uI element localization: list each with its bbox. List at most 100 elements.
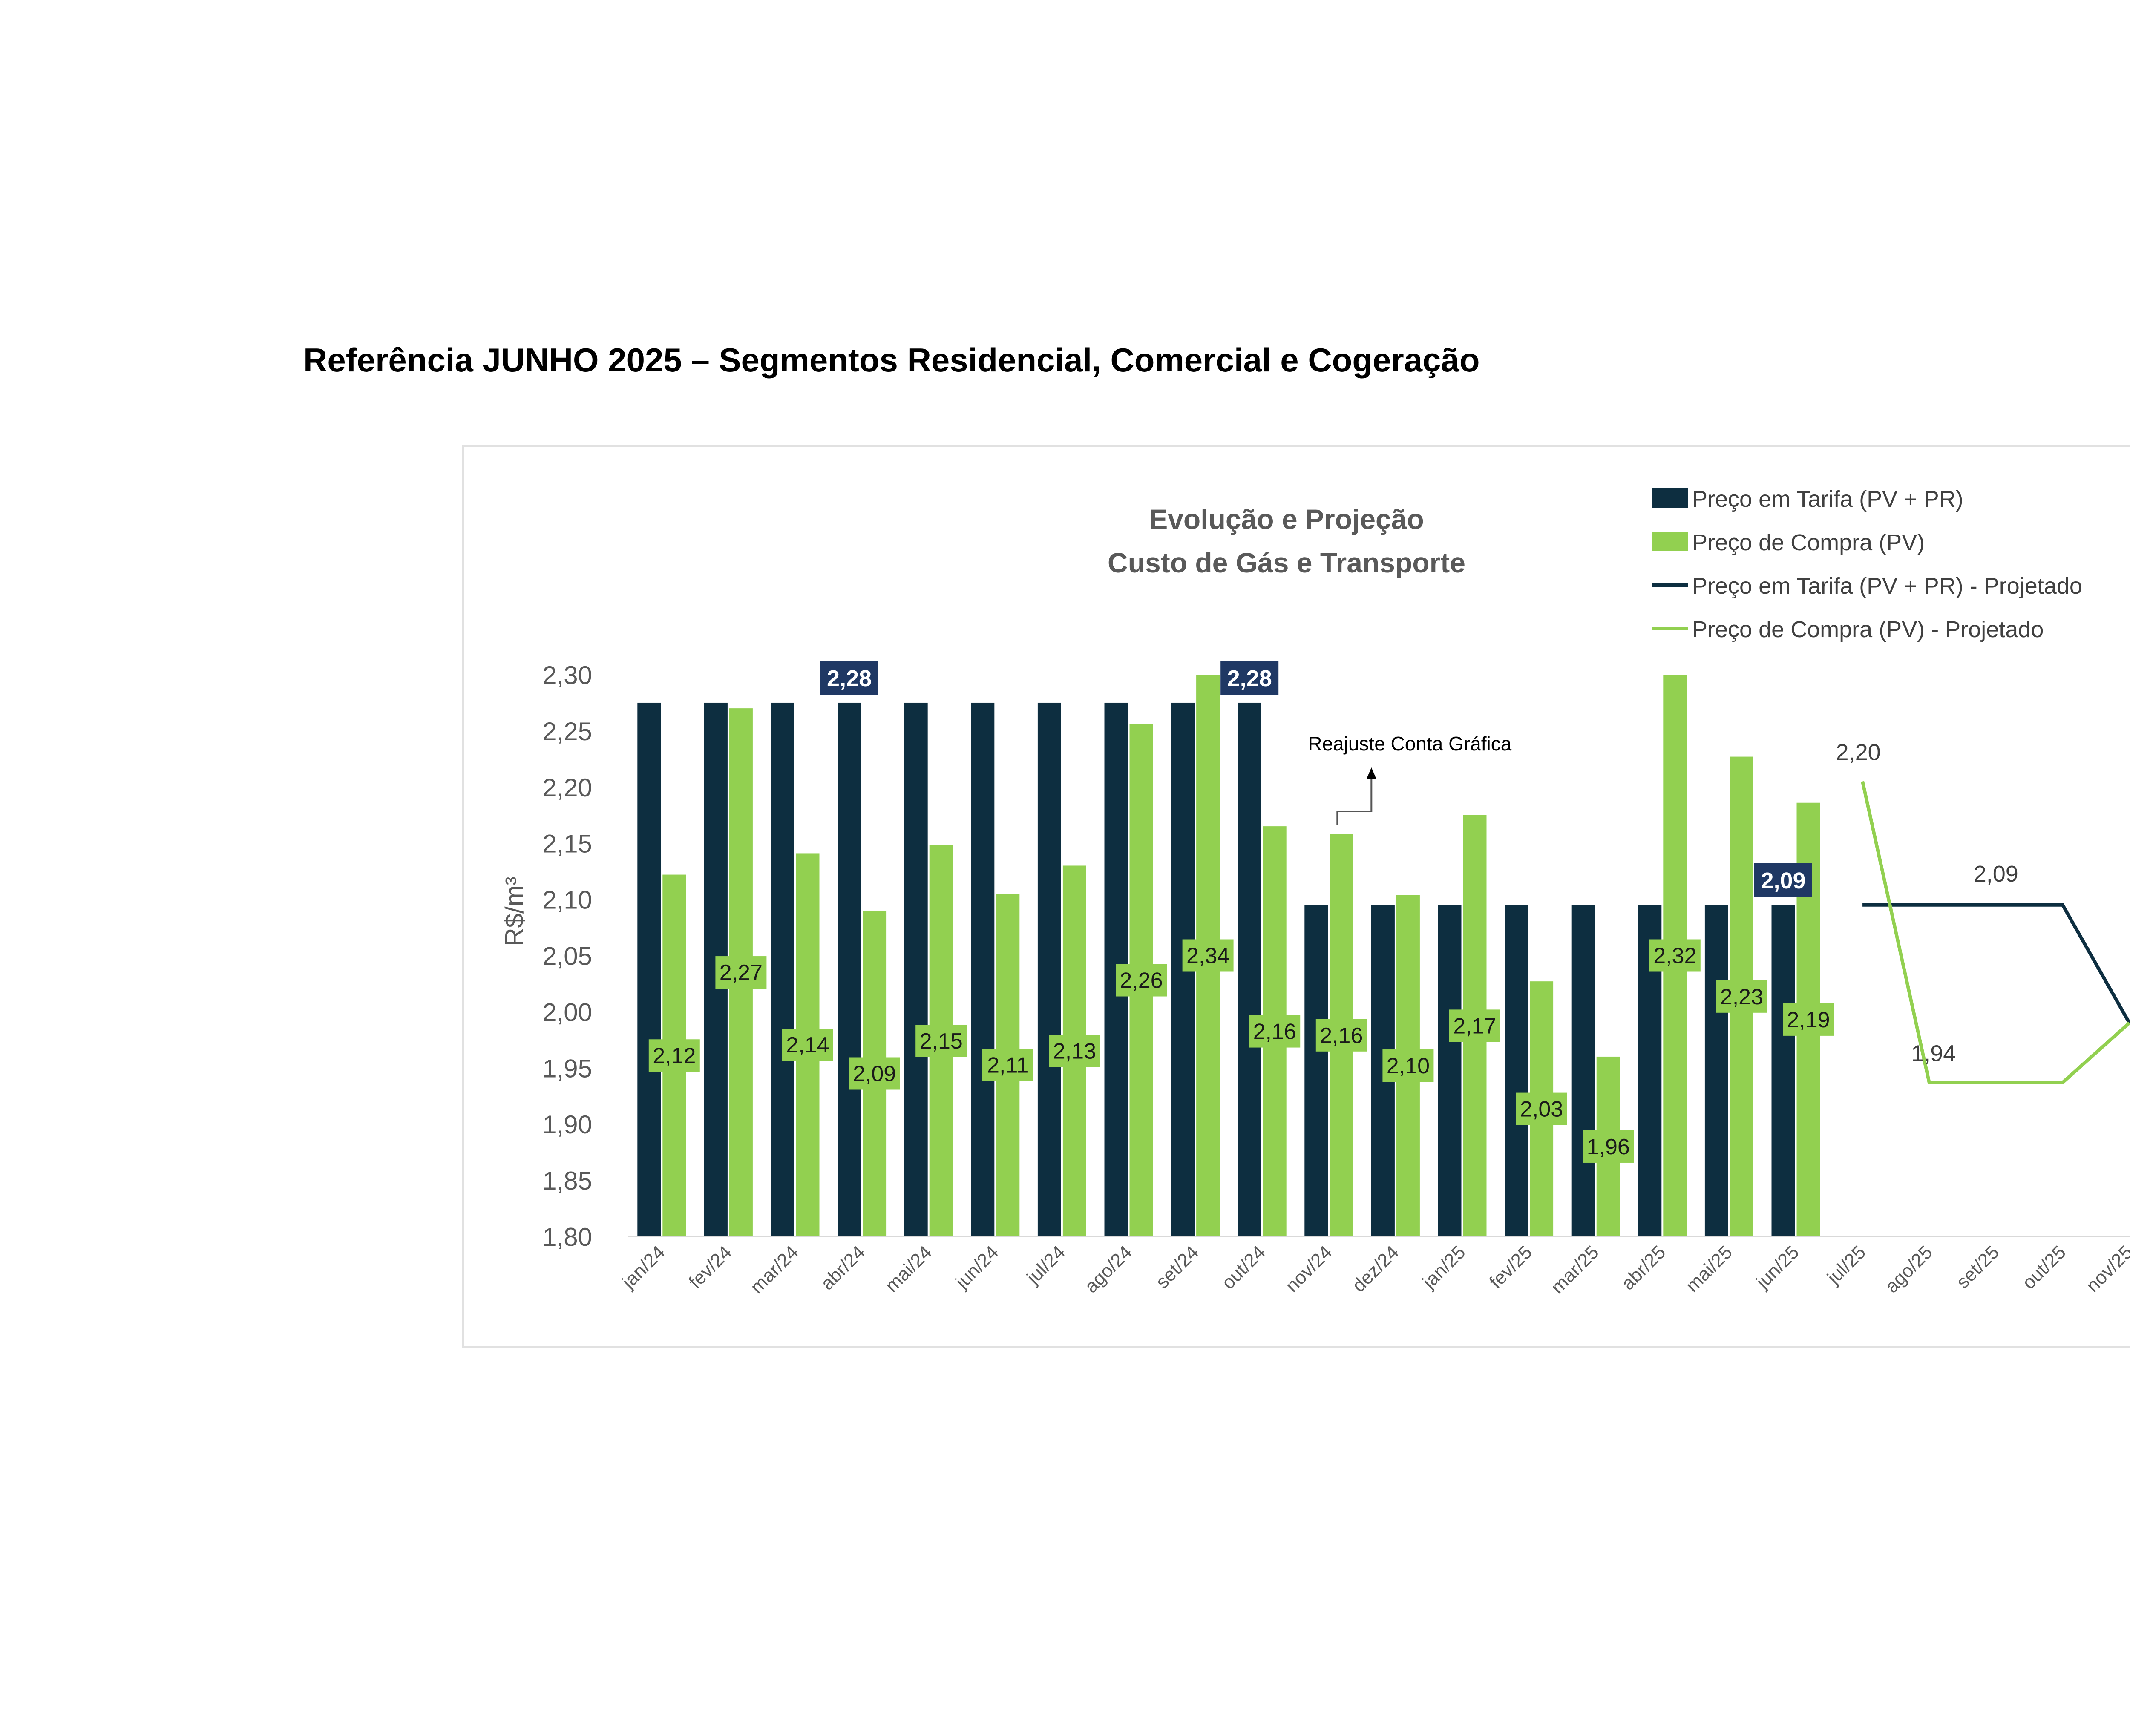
data-label-box-compra [1182, 939, 1234, 972]
data-label-box-tarifa [1220, 661, 1279, 695]
data-label-compra: 2,23 [1720, 985, 1763, 1009]
y-tick-label: 2,00 [542, 998, 592, 1026]
data-label-compra: 2,09 [853, 1061, 896, 1086]
y-axis-label: R$/m³ [500, 877, 529, 946]
data-label-compra: 2,14 [786, 1033, 829, 1058]
data-label-projetado: 1,94 [1911, 1041, 1956, 1066]
x-tick-label: jan/25 [1418, 1242, 1470, 1293]
y-tick-label: 2,10 [542, 886, 592, 914]
data-label-box-compra [1049, 1035, 1100, 1067]
line-compra-projetado [1861, 781, 2130, 1084]
bar-tarifa [771, 702, 794, 1236]
x-tick-label: ago/25 [1881, 1242, 1937, 1297]
data-label-tarifa: 2,28 [827, 666, 872, 691]
x-tick-label: fev/24 [685, 1242, 736, 1292]
legend: Preço em Tarifa (PV + PR) Preço de Compra… [1652, 486, 2082, 642]
data-label-compra: 2,12 [653, 1043, 696, 1068]
x-tick-label: mar/24 [746, 1242, 802, 1297]
x-tick-label: jun/25 [1752, 1242, 1803, 1293]
x-tick-label: out/25 [2018, 1242, 2070, 1293]
data-label-compra: 2,17 [1453, 1014, 1496, 1038]
bar-tarifa [971, 702, 995, 1236]
annotation-arrowhead [1366, 767, 1377, 779]
x-tick-label: jun/24 [951, 1242, 1003, 1293]
data-label-compra: 2,10 [1387, 1054, 1430, 1078]
y-tick-label: 1,80 [542, 1223, 592, 1251]
bar-tarifa [1505, 905, 1528, 1236]
bar-tarifa [1771, 905, 1795, 1236]
bar-tarifa [1037, 702, 1061, 1236]
data-label-compra: 2,34 [1186, 944, 1229, 969]
y-tick-label: 2,25 [542, 717, 592, 746]
data-label-compra: 2,27 [720, 960, 763, 985]
chart-title-line-2: Custo de Gás e Transporte [1108, 547, 1465, 578]
x-tick-label: mai/25 [1682, 1242, 1736, 1296]
bar-tarifa [838, 702, 861, 1236]
annotation-text: Reajuste Conta Gráfica [1308, 733, 1512, 755]
data-label-box-compra [648, 1039, 700, 1072]
data-label-box-compra [715, 956, 767, 989]
data-label-box-compra [1116, 964, 1167, 997]
bar-tarifa [904, 702, 928, 1236]
data-label-tarifa: 2,09 [1761, 868, 1805, 894]
x-tick-label: mar/25 [1547, 1242, 1603, 1297]
data-label-box-compra [1649, 939, 1701, 972]
y-tick-label: 1,95 [542, 1054, 592, 1083]
y-tick-label: 1,90 [542, 1110, 592, 1139]
projection-lines-layer [1861, 781, 2130, 1084]
data-label-box-compra [849, 1057, 900, 1090]
y-tick-label: 2,05 [542, 942, 592, 971]
legend-label: Preço de Compra (PV) [1692, 530, 1925, 555]
x-tick-label: fev/25 [1485, 1242, 1536, 1292]
data-label-box-compra [1583, 1130, 1634, 1163]
data-label-compra: 2,11 [987, 1053, 1028, 1078]
bar-tarifa [1304, 905, 1328, 1236]
x-tick-label: set/25 [1952, 1242, 2003, 1292]
x-tick-label: nov/25 [2082, 1242, 2130, 1296]
data-label-box-compra [915, 1024, 967, 1057]
data-label-box-compra [982, 1049, 1033, 1081]
x-tick-label: jul/25 [1823, 1242, 1870, 1288]
x-tick-label: ago/24 [1081, 1242, 1136, 1297]
x-tick-label: mai/24 [881, 1242, 936, 1296]
legend-label: Preço em Tarifa (PV + PR) [1692, 486, 1963, 512]
x-tick-label: jul/24 [1022, 1242, 1069, 1288]
x-tick-label: out/24 [1218, 1242, 1269, 1293]
annotation-layer: Reajuste Conta Gráfica [1308, 733, 1512, 825]
data-label-box-tarifa [1754, 863, 1812, 897]
page-title: Referência JUNHO 2025 – Segmentos Reside… [303, 341, 1480, 379]
y-tick-label: 1,85 [542, 1167, 592, 1195]
data-label-compra: 2,03 [1520, 1097, 1563, 1122]
data-label-compra: 2,26 [1120, 969, 1163, 993]
data-label-compra: 2,16 [1253, 1020, 1296, 1044]
data-label-box-compra [1716, 980, 1767, 1013]
x-tick-label: nov/24 [1281, 1242, 1336, 1296]
data-label-box-compra [782, 1029, 833, 1061]
data-label-box-compra [1516, 1092, 1567, 1125]
data-label-box-compra [1783, 1003, 1834, 1036]
data-label-box-compra [1449, 1009, 1500, 1042]
chart-frame [462, 445, 2130, 1348]
legend-swatch [1652, 532, 1688, 551]
x-tick-label: dez/24 [1348, 1242, 1403, 1296]
bar-tarifa [1704, 905, 1728, 1236]
legend-label: Preço de Compra (PV) - Projetado [1692, 617, 2044, 642]
data-label-compra: 2,16 [1320, 1023, 1363, 1048]
legend-label: Preço em Tarifa (PV + PR) - Projetado [1692, 573, 2082, 599]
bar-tarifa [637, 702, 661, 1236]
y-tick-label: 2,20 [542, 773, 592, 802]
data-label-box-compra [1249, 1015, 1301, 1048]
data-label-projetado: 2,09 [1974, 861, 2018, 887]
data-label-compra: 2,19 [1787, 1008, 1830, 1032]
data-label-projetado: 1,99 [2128, 1012, 2130, 1038]
x-tick-label: set/24 [1152, 1242, 1203, 1292]
data-label-box-compra [1315, 1019, 1367, 1052]
bar-tarifa [1438, 905, 1462, 1236]
data-label-tarifa: 2,28 [1227, 666, 1272, 691]
data-label-compra: 2,13 [1053, 1039, 1096, 1064]
data-label-compra: 2,15 [920, 1029, 963, 1054]
x-tick-label: abr/24 [817, 1242, 869, 1294]
data-label-compra: 2,32 [1653, 944, 1696, 969]
data-labels-layer: 2,12 2,27 2,14 2,09 2,15 2,11 2,13 2,26 2,34 2,16… [648, 661, 2130, 1163]
